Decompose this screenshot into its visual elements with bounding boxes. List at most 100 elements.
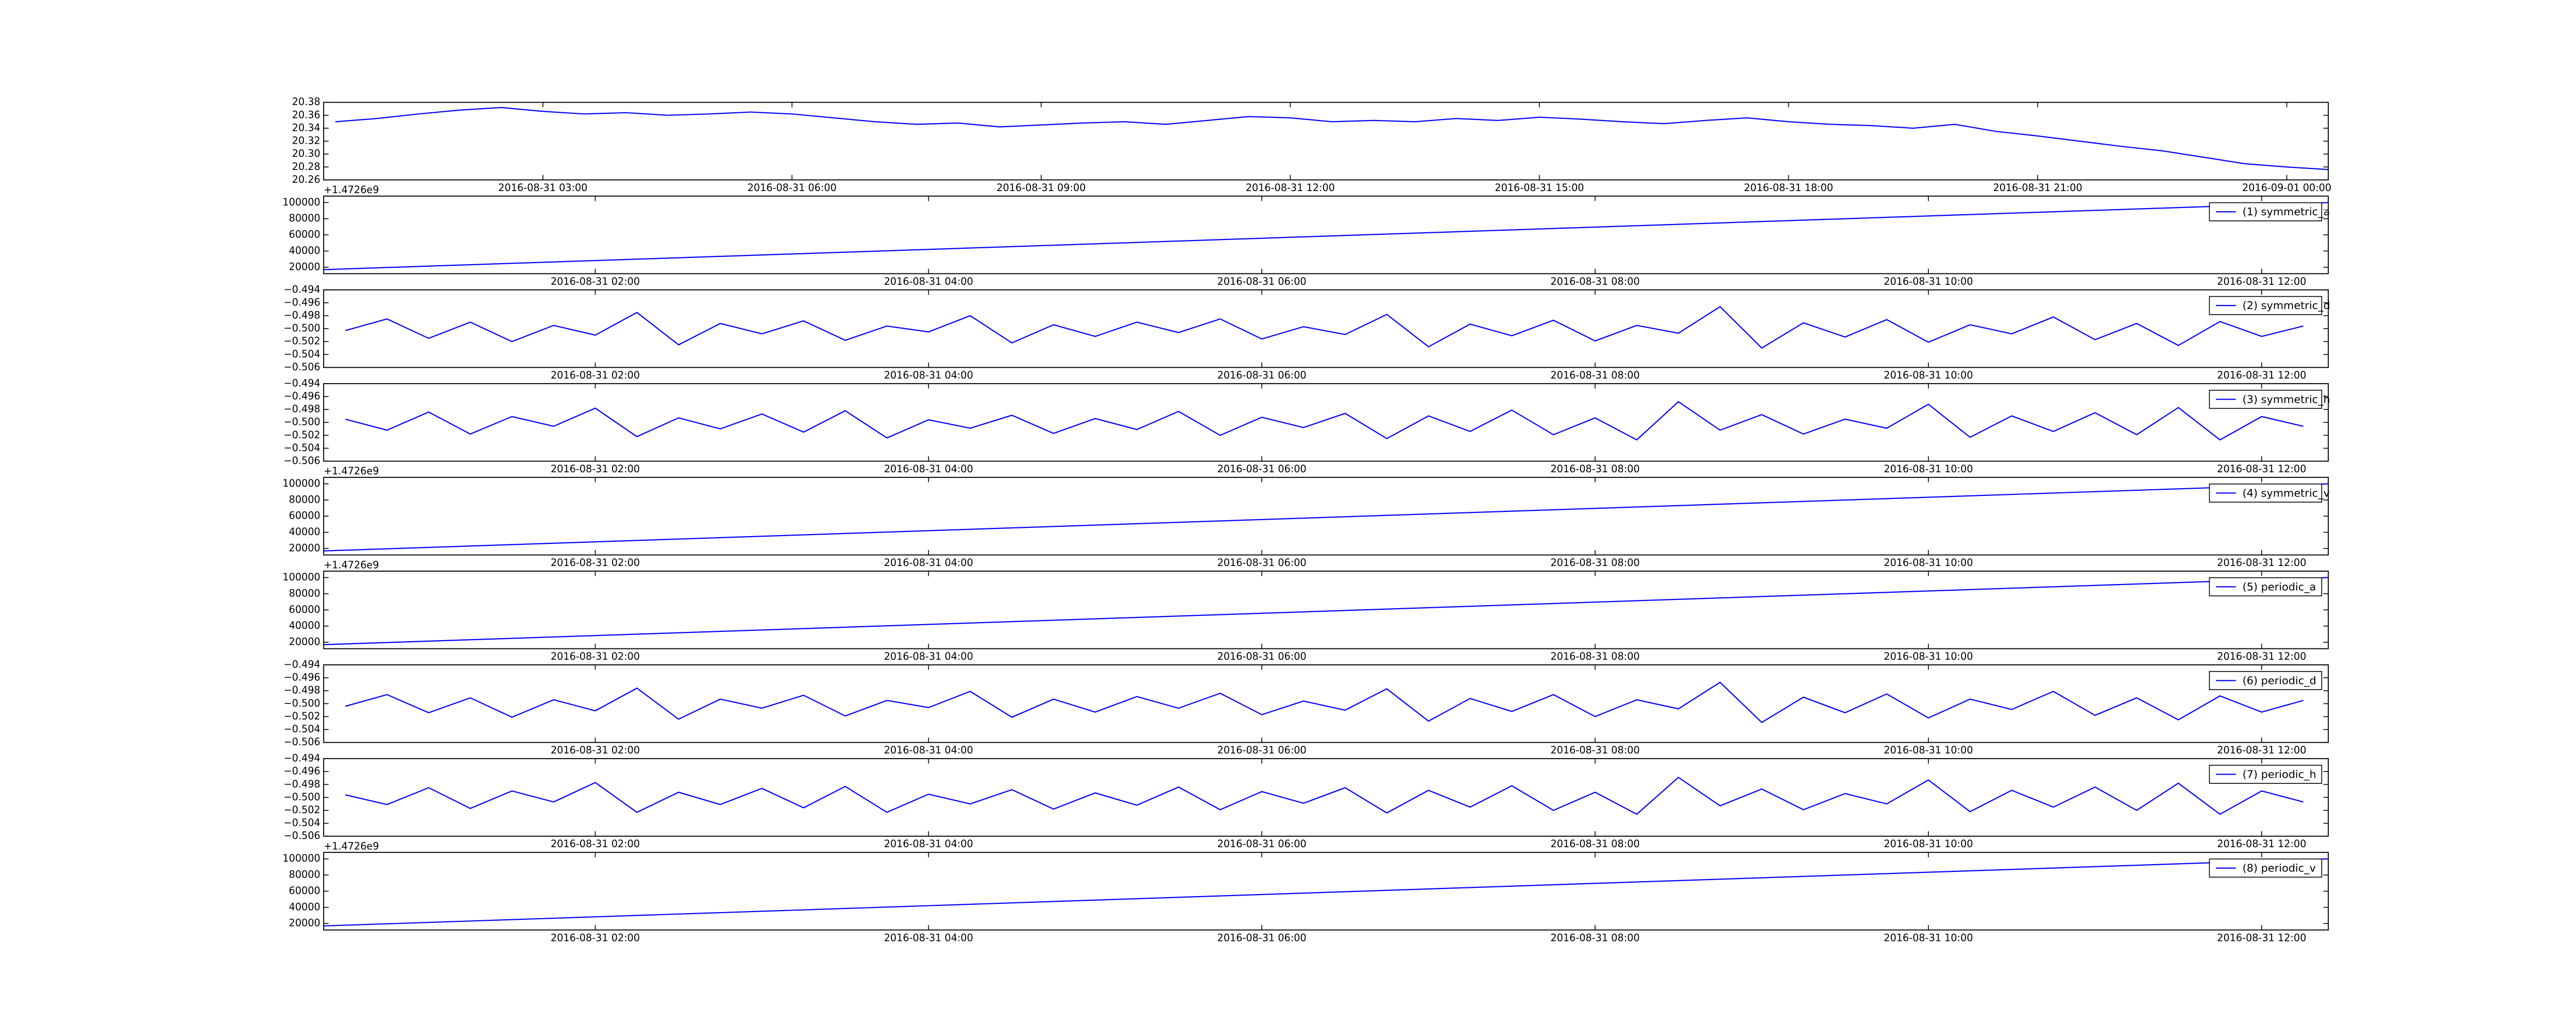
x-tick-label: 2016-08-31 02:00 (551, 744, 640, 756)
y-tick-label: 40000 (289, 526, 320, 538)
x-tick-label: 2016-08-31 12:00 (1246, 182, 1335, 194)
axes-background (324, 759, 2329, 836)
x-tick-label: 2016-08-31 02:00 (551, 557, 640, 569)
x-tick-label: 2016-08-31 04:00 (884, 650, 973, 662)
y-tick-label: −0.504 (284, 442, 320, 454)
x-tick-label: 2016-08-31 04:00 (884, 463, 973, 475)
axes-frame (323, 195, 2329, 274)
axes-background (324, 852, 2329, 930)
y-tick-label: 20.34 (292, 122, 320, 133)
y-tick-label: −0.506 (284, 455, 320, 467)
x-tick-label: 2016-08-31 04:00 (884, 276, 973, 287)
y-tick-label: 20.30 (292, 148, 320, 160)
x-tick-label: 2016-08-31 12:00 (2217, 276, 2306, 287)
y-tick-label: 40000 (289, 901, 320, 913)
x-tick-label: 2016-08-31 04:00 (884, 744, 973, 756)
y-tick-label: 20.32 (292, 135, 320, 147)
x-tick-label: 2016-08-31 06:00 (1217, 369, 1307, 381)
x-tick-label: 2016-08-31 03:00 (498, 182, 587, 194)
axes-frame (323, 476, 2329, 556)
series-line (345, 306, 2303, 349)
x-tick-label: 2016-08-31 10:00 (1884, 557, 1973, 569)
x-tick-label: 2016-08-31 06:00 (1217, 932, 1307, 943)
axes-frame (323, 758, 2329, 837)
y-tick-label: 20.26 (292, 174, 320, 185)
y-tick-label: −0.498 (284, 778, 320, 790)
y-tick-label: −0.500 (284, 322, 320, 334)
x-tick-label: 2016-08-31 04:00 (884, 557, 973, 569)
x-tick-label: 2016-08-31 18:00 (1744, 182, 1833, 194)
x-tick-label: 2016-08-31 04:00 (884, 932, 973, 943)
axes-background (324, 571, 2329, 649)
axes-background (324, 289, 2329, 368)
axes-frame (323, 101, 2329, 181)
x-tick-label: 2016-08-31 12:00 (2217, 557, 2306, 569)
x-tick-label: 2016-08-31 06:00 (1217, 557, 1307, 569)
x-tick-label: 2016-08-31 02:00 (551, 650, 640, 662)
x-tick-label: 2016-08-31 08:00 (1550, 463, 1639, 475)
series-line (345, 777, 2303, 815)
y-tick-label: −0.496 (284, 765, 320, 777)
y-tick-label: 40000 (289, 245, 320, 256)
x-tick-label: 2016-08-31 08:00 (1550, 650, 1639, 662)
x-tick-label: 2016-08-31 10:00 (1884, 650, 1973, 662)
x-tick-label: 2016-08-31 12:00 (2217, 744, 2306, 756)
x-tick-label: 2016-08-31 08:00 (1550, 838, 1639, 850)
y-offset-label: +1.4726e9 (324, 184, 379, 196)
legend-label: (5) periodic_a (2243, 580, 2316, 593)
x-tick-label: 2016-08-31 12:00 (2217, 463, 2306, 475)
legend-label: (7) periodic_h (2243, 768, 2316, 781)
x-tick-label: 2016-08-31 02:00 (551, 463, 640, 475)
y-offset-label: +1.4726e9 (324, 465, 379, 477)
y-tick-label: −0.504 (284, 348, 320, 360)
y-tick-label: 80000 (289, 212, 320, 224)
y-tick-label: 60000 (289, 510, 320, 522)
y-tick-label: −0.500 (284, 791, 320, 803)
y-tick-label: −0.494 (284, 377, 320, 389)
y-tick-label: −0.498 (284, 403, 320, 415)
y-tick-label: −0.502 (284, 710, 320, 722)
x-tick-label: 2016-08-31 10:00 (1884, 463, 1973, 475)
y-tick-label: −0.502 (284, 804, 320, 816)
x-tick-label: 2016-08-31 06:00 (748, 182, 837, 194)
y-tick-label: 60000 (289, 604, 320, 615)
legend-label: (4) symmetric_v (2243, 487, 2330, 500)
x-tick-label: 2016-08-31 06:00 (1217, 463, 1307, 475)
y-tick-label: 80000 (289, 869, 320, 881)
x-tick-label: 2016-08-31 04:00 (884, 838, 973, 850)
x-tick-label: 2016-08-31 08:00 (1550, 744, 1639, 756)
legend-label: (1) symmetric_a (2243, 205, 2330, 218)
x-tick-label: 2016-08-31 08:00 (1550, 932, 1639, 943)
y-tick-label: 20000 (289, 917, 320, 929)
legend-label: (2) symmetric_d (2243, 299, 2330, 312)
x-tick-label: 2016-08-31 10:00 (1884, 838, 1973, 850)
y-tick-label: 20.28 (292, 161, 320, 173)
x-tick-label: 2016-08-31 15:00 (1495, 182, 1584, 194)
x-tick-label: 2016-08-31 06:00 (1217, 650, 1307, 662)
y-tick-label: −0.506 (284, 736, 320, 748)
y-offset-label: +1.4726e9 (324, 840, 379, 852)
y-tick-label: 60000 (289, 229, 320, 241)
x-tick-label: 2016-08-31 12:00 (2217, 369, 2306, 381)
y-tick-label: 100000 (282, 196, 320, 208)
x-tick-label: 2016-08-31 02:00 (551, 932, 640, 943)
y-tick-label: −0.504 (284, 723, 320, 735)
axes-background (324, 665, 2329, 743)
y-tick-label: −0.496 (284, 296, 320, 308)
axes-frame (323, 383, 2329, 462)
axes-background (324, 196, 2329, 274)
y-tick-label: 20.38 (292, 96, 320, 108)
y-tick-label: −0.494 (284, 752, 320, 764)
axes-frame (323, 664, 2329, 743)
x-tick-label: 2016-08-31 10:00 (1884, 932, 1973, 943)
series-line (335, 107, 2329, 170)
series-line (345, 401, 2303, 441)
y-tick-label: 100000 (282, 571, 320, 583)
series-line (345, 681, 2304, 724)
y-tick-label: −0.496 (284, 672, 320, 683)
y-tick-label: −0.498 (284, 310, 320, 321)
y-offset-label: +1.4726e9 (324, 559, 379, 571)
x-tick-label: 2016-08-31 09:00 (996, 182, 1086, 194)
